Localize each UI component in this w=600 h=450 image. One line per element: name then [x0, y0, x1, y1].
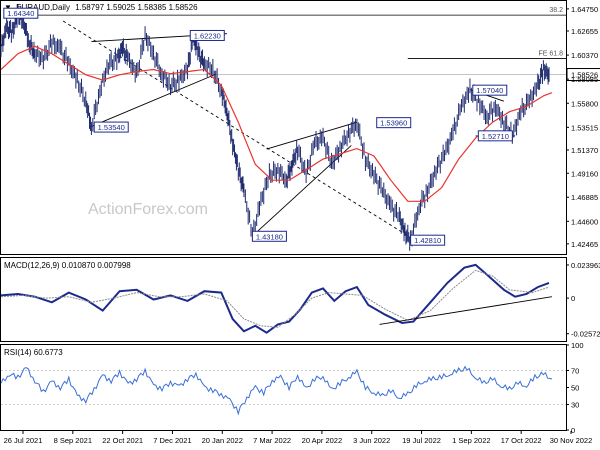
swing-price-label: 1.52710	[482, 132, 509, 141]
x-tick-label: 17 Oct 2022	[501, 436, 542, 445]
trendline	[62, 20, 414, 240]
price-tick-label: 1.58085	[571, 75, 598, 84]
x-tick-label: 22 Oct 2021	[102, 436, 143, 445]
price-tick-label: 1.46885	[571, 193, 598, 202]
rsi-tick-label: 30	[571, 401, 579, 410]
macd-label: MACD(12,26,9) 0.010870 0.007998	[4, 261, 131, 270]
swing-price-label-box	[251, 230, 287, 242]
macd-tick-label: -0.025726	[571, 330, 600, 339]
x-tick-label: 20 Apr 2022	[302, 436, 342, 445]
price-tick-label: 1.60370	[571, 51, 598, 60]
swing-price-label: 1.62230	[194, 31, 221, 40]
x-tick-label: 20 Jan 2022	[202, 436, 243, 445]
swing-price-label-box	[376, 117, 412, 129]
chart-header: ▼ EURAUD,Daily 1.58797 1.59025 1.58385 1…	[4, 3, 198, 12]
ohlc-values: 1.58797 1.59025 1.58385 1.58526	[75, 3, 198, 12]
macd-line	[0, 263, 550, 334]
price-panel-frame	[0, 0, 567, 255]
swing-price-label: 1.53540	[98, 123, 125, 132]
x-tick-label: 7 Dec 2021	[153, 436, 191, 445]
fib-level-label: FE 61.8	[538, 50, 563, 57]
macd-tick-label: 0.023963	[571, 261, 600, 270]
trendline	[91, 73, 216, 127]
x-tick-label: 1 Sep 2022	[452, 436, 490, 445]
swing-price-label-box	[189, 29, 225, 41]
x-tick-label: 8 Sep 2021	[54, 436, 92, 445]
header-triangle-icon: ▼	[4, 3, 12, 12]
price-tick-label: 1.44600	[571, 217, 598, 226]
moving-average-line	[0, 45, 553, 202]
rsi-tick-label: 70	[571, 367, 579, 376]
rsi-label: RSI(14) 60.6773	[4, 348, 63, 357]
price-tick-label: 1.62655	[571, 27, 598, 36]
macd-panel-frame	[0, 257, 567, 342]
macd-trendline	[379, 296, 552, 325]
price-tick-label: 1.49160	[571, 169, 598, 178]
x-tick-label: 26 Jul 2021	[4, 436, 43, 445]
price-tick-label: 1.58526	[571, 71, 598, 80]
macd-signal-line	[0, 269, 550, 328]
price-tick-label: 1.42465	[571, 240, 598, 249]
price-tick-label: 1.53515	[571, 123, 598, 132]
price-tick-label: 1.64750	[571, 5, 598, 14]
rsi-panel-frame	[0, 344, 567, 431]
fib-level-label: 38.2	[549, 7, 563, 14]
price-tick-label: 1.51370	[571, 146, 598, 155]
watermark: ActionForex.com	[88, 201, 208, 218]
x-tick-label: 3 Jun 2022	[353, 436, 390, 445]
swing-price-label: 1.57040	[476, 86, 503, 95]
swing-price-label-box	[3, 7, 39, 19]
x-tick-label: 7 Mar 2022	[253, 436, 291, 445]
rsi-tick-label: 100	[571, 341, 584, 350]
x-tick-label: 19 Jul 2022	[402, 436, 441, 445]
swing-price-label-box	[410, 234, 446, 246]
rsi-tick-label: 0	[571, 426, 575, 435]
swing-price-label-box	[93, 121, 129, 133]
trendline	[266, 121, 358, 150]
swing-price-label: 1.53960	[380, 119, 407, 128]
current-price-box	[566, 68, 600, 82]
price-tick-label: 1.55800	[571, 99, 598, 108]
swing-price-label: 1.64340	[7, 9, 34, 18]
symbol-label: EURAUD,Daily	[16, 3, 70, 12]
rsi-tick-label: 50	[571, 384, 579, 393]
rsi-line	[0, 365, 553, 416]
swing-price-label-box	[477, 130, 513, 142]
x-tick-label: 30 Nov 2022	[550, 436, 593, 445]
macd-tick-label: 0	[571, 294, 575, 303]
swing-price-label-box	[472, 84, 508, 96]
swing-price-label: 1.43180	[256, 232, 283, 241]
swing-price-label: 1.42810	[414, 236, 441, 245]
